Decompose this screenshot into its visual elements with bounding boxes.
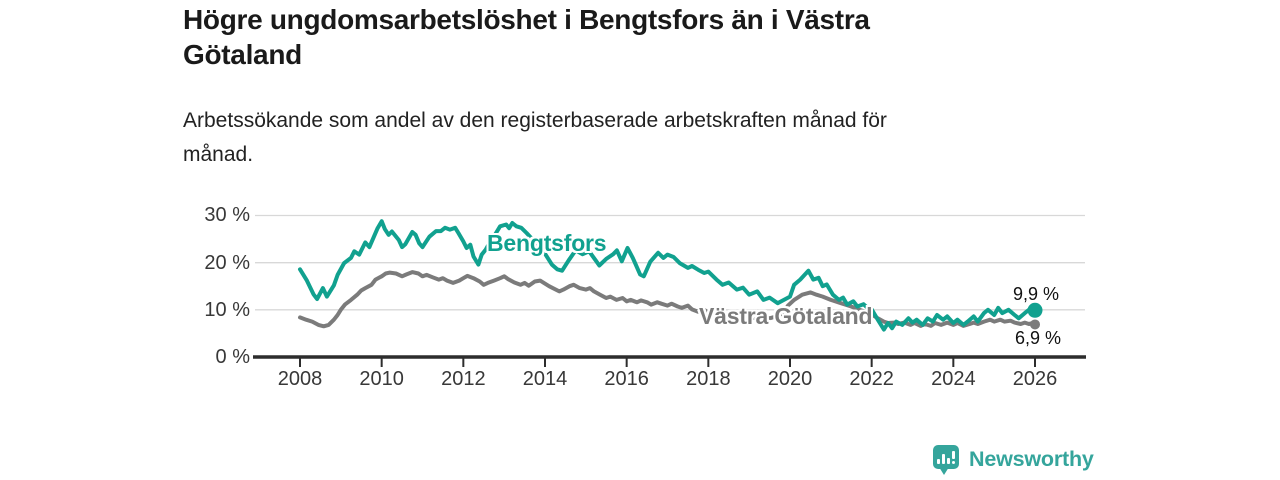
page-subtitle: Arbetssökande som andel av den registerb… bbox=[183, 109, 887, 166]
x-tick-label: 2024 bbox=[931, 368, 976, 390]
x-tick-label: 2008 bbox=[277, 368, 323, 390]
newsworthy-wordmark: Newsworthy bbox=[969, 447, 1094, 471]
x-tick-label: 2014 bbox=[522, 368, 568, 390]
newsworthy-icon bbox=[933, 445, 959, 475]
bar-chart-glyph bbox=[933, 445, 959, 469]
x-tick-label: 2022 bbox=[849, 368, 894, 390]
y-tick-label: 30 % bbox=[204, 204, 250, 227]
x-tick-label: 2020 bbox=[767, 368, 813, 390]
x-tick-label: 2010 bbox=[359, 368, 404, 390]
x-tick-label: 2012 bbox=[441, 368, 486, 390]
series-label-vastra-gotaland: Västra Götaland bbox=[699, 303, 873, 329]
page-title: Högre ungdomsarbetslöshet i Bengtsfors ä… bbox=[183, 4, 870, 70]
y-tick-label: 20 % bbox=[204, 251, 250, 274]
end-value-vastra-gotaland: 6,9 % bbox=[1014, 328, 1062, 348]
series-label-bengtsfors: Bengtsfors bbox=[487, 230, 607, 256]
newsworthy-logo: Newsworthy bbox=[933, 445, 1094, 477]
x-tick-label: 2026 bbox=[1012, 368, 1058, 390]
y-tick-label: 0 % bbox=[215, 346, 250, 368]
y-tick-label: 10 % bbox=[204, 298, 250, 321]
x-tick-label: 2018 bbox=[686, 368, 731, 390]
exclamation-glyph bbox=[952, 451, 955, 464]
end-value-bengtsfors: 9,9 % bbox=[1012, 284, 1060, 304]
x-tick-label: 2016 bbox=[604, 368, 649, 390]
